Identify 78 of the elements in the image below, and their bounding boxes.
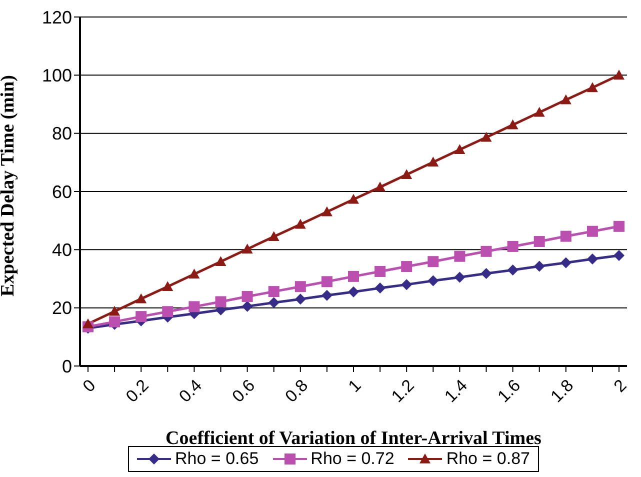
point (534, 236, 545, 248)
point (162, 306, 174, 318)
legend-label: Rho = 0.87 (445, 449, 530, 469)
point (215, 256, 226, 266)
point (480, 268, 492, 280)
x-tick-label: 0.6 (228, 376, 259, 406)
point (480, 246, 492, 257)
point (428, 275, 439, 286)
y-tick-label: 100 (42, 66, 72, 86)
point (586, 82, 598, 92)
point (560, 257, 572, 268)
point (188, 268, 200, 278)
point (294, 281, 306, 292)
y-tick-label: 40 (52, 240, 72, 260)
point (136, 311, 147, 322)
point (188, 301, 200, 312)
y-axis-title: Expected Delay Time (min) (0, 75, 19, 296)
point (534, 106, 545, 117)
point (294, 294, 306, 305)
point (321, 276, 332, 288)
point (374, 282, 386, 294)
point (614, 70, 624, 80)
point (507, 264, 518, 276)
point (454, 272, 466, 283)
point (321, 206, 332, 216)
x-tick-label: 2 (610, 376, 630, 396)
point (454, 144, 466, 154)
point (480, 132, 492, 142)
point (268, 231, 280, 241)
point (136, 293, 147, 304)
point (294, 218, 306, 229)
y-tick-label: 60 (52, 182, 72, 202)
y-tick-label: 20 (52, 298, 72, 318)
point (215, 296, 226, 308)
x-tick-label: 0.8 (282, 376, 312, 406)
point (614, 250, 624, 261)
legend-label: Rho = 0.65 (174, 449, 259, 469)
point (401, 279, 412, 290)
point (401, 261, 412, 272)
point (534, 260, 545, 272)
point (560, 230, 572, 242)
point (374, 182, 386, 192)
point (507, 240, 518, 252)
x-tick-label: 1.6 (494, 376, 524, 406)
point (82, 318, 94, 328)
x-tick-label: 1 (344, 376, 365, 396)
point (162, 281, 174, 292)
point (242, 244, 253, 254)
point (401, 169, 412, 180)
x-tick-label: 0.4 (175, 376, 206, 406)
point (268, 297, 280, 308)
point (348, 194, 359, 204)
point (428, 256, 439, 268)
x-tick-label: 1.2 (388, 376, 418, 406)
point (507, 119, 518, 130)
point (348, 286, 359, 298)
point (560, 94, 572, 104)
point (348, 270, 359, 282)
point (614, 220, 624, 232)
point (268, 286, 280, 298)
point (242, 290, 253, 302)
point (586, 253, 598, 264)
x-tick-label: 0.2 (122, 376, 152, 406)
point (374, 266, 386, 277)
x-tick-label: 1.4 (440, 376, 472, 406)
x-tick-label: 0 (79, 376, 100, 396)
y-tick-label: 80 (52, 124, 72, 144)
legend-label: Rho = 0.72 (310, 449, 394, 469)
x-tick-label: 1.8 (547, 376, 578, 406)
point (454, 250, 466, 262)
point (428, 156, 439, 167)
point (586, 226, 598, 237)
y-tick-label: 0 (62, 356, 72, 376)
point (242, 300, 253, 312)
y-tick-label: 120 (42, 7, 72, 28)
x-axis-title: Coefficient of Variation of Inter-Arrival Times (166, 428, 542, 449)
point (321, 290, 332, 301)
point (109, 306, 120, 316)
